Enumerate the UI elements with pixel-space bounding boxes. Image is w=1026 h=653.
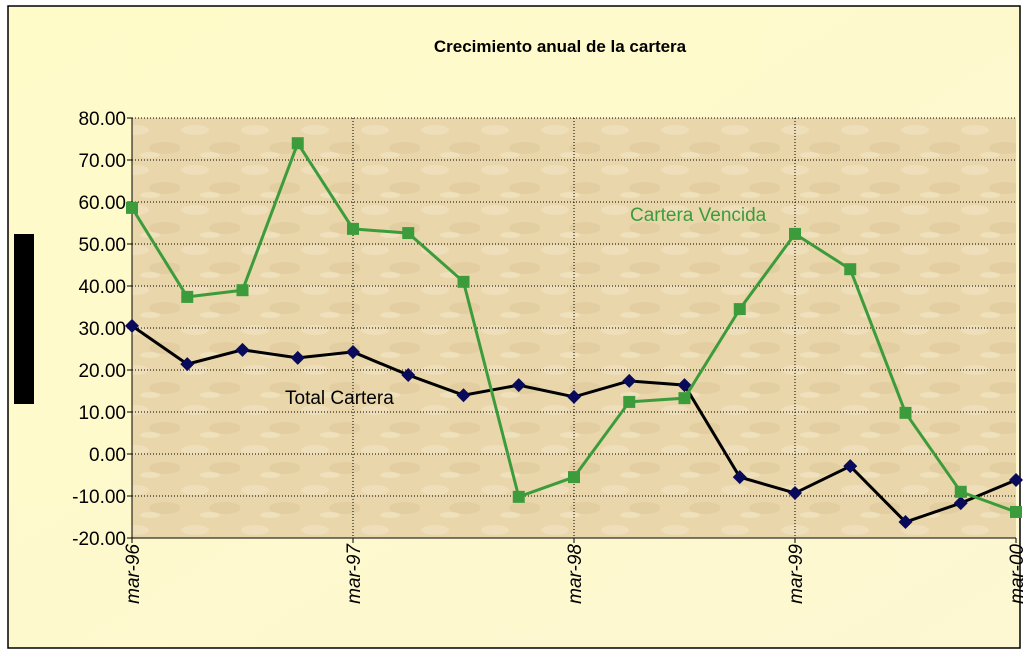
- y-tick-label: 20.00: [78, 361, 126, 382]
- marker-diamond: [953, 496, 968, 511]
- marker-square: [402, 227, 415, 240]
- marker-square: [844, 263, 857, 276]
- marker-square: [1010, 505, 1022, 518]
- y-tick-label: -10.00: [72, 487, 126, 508]
- marker-square: [568, 471, 580, 484]
- marker-diamond: [1009, 473, 1023, 488]
- y-tick-label: 60.00: [78, 193, 126, 214]
- marker-diamond: [677, 378, 692, 393]
- y-tick-label: 70.00: [78, 151, 126, 172]
- y-tick-label: 10.00: [78, 403, 126, 424]
- marker-diamond: [401, 368, 416, 383]
- marker-square: [899, 406, 912, 419]
- y-tick-label: 30.00: [78, 319, 126, 340]
- y-tick-label: 40.00: [78, 277, 126, 298]
- marker-square: [181, 290, 194, 303]
- marker-diamond: [290, 350, 305, 365]
- marker-diamond: [125, 318, 139, 333]
- marker-diamond: [732, 470, 747, 485]
- y-tick-label: -20.00: [72, 529, 126, 550]
- series-label: Total Cartera: [285, 388, 394, 409]
- marker-diamond: [622, 373, 637, 388]
- marker-square: [789, 227, 801, 240]
- marker-square: [512, 490, 525, 503]
- marker-diamond: [898, 515, 913, 530]
- x-tick-label: mar-99: [786, 544, 807, 604]
- x-tick-label: mar-98: [565, 544, 586, 604]
- marker-square: [678, 392, 691, 405]
- marker-square: [236, 284, 249, 297]
- marker-square: [457, 275, 470, 288]
- marker-square: [347, 222, 359, 235]
- marker-square: [733, 303, 746, 316]
- chart-title: Crecimiento anual de la cartera: [434, 37, 687, 56]
- marker-diamond: [843, 459, 858, 474]
- marker-diamond: [567, 389, 581, 404]
- marker-square: [291, 137, 304, 150]
- marker-diamond: [180, 357, 195, 372]
- marker-square: [126, 201, 138, 214]
- marker-diamond: [511, 378, 526, 393]
- marker-square: [623, 395, 636, 408]
- marker-diamond: [235, 342, 250, 357]
- y-tick-label: 50.00: [78, 235, 126, 256]
- y-tick-label: 80.00: [78, 109, 126, 130]
- side-bar: [14, 234, 34, 404]
- marker-square: [954, 485, 967, 498]
- marker-diamond: [456, 388, 471, 403]
- marker-diamond: [788, 486, 802, 501]
- x-tick-label: mar-96: [123, 544, 144, 604]
- marker-diamond: [346, 344, 360, 359]
- x-tick-label: mar-97: [344, 543, 365, 604]
- y-tick-label: 0.00: [89, 445, 126, 466]
- x-tick-label: mar-00: [1007, 544, 1026, 604]
- series-label: Cartera Vencida: [630, 205, 767, 226]
